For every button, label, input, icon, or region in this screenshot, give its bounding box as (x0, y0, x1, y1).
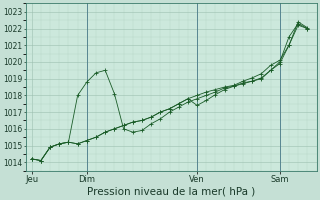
X-axis label: Pression niveau de la mer( hPa ): Pression niveau de la mer( hPa ) (87, 187, 255, 197)
